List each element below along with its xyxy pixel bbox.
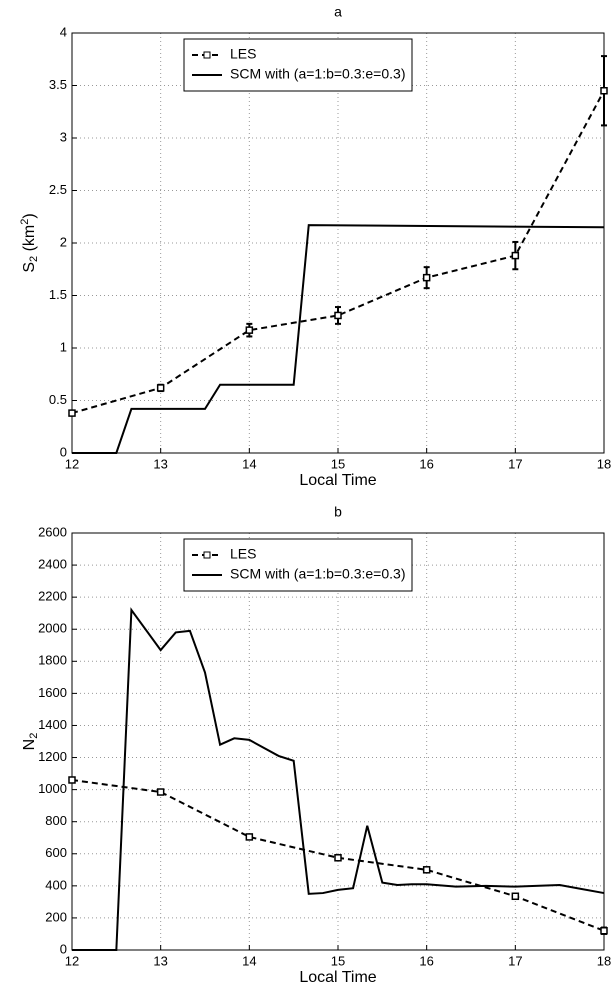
- y-axis-label: N2: [21, 733, 40, 751]
- x-tick-label: 17: [508, 953, 522, 968]
- series-line: [71, 90, 605, 415]
- y-tick-label: 0: [60, 444, 67, 459]
- panel-title: a: [334, 4, 342, 20]
- y-tick-label: 2600: [38, 524, 67, 539]
- legend-label: SCM with (a=1:b=0.3:e=0.3): [230, 566, 406, 582]
- y-tick-label: 200: [45, 909, 67, 924]
- y-tick-label: 800: [45, 813, 67, 828]
- x-tick-label: 12: [65, 456, 79, 471]
- axes-frame: [71, 532, 605, 951]
- y-label-part: 2: [28, 256, 40, 262]
- marker: [245, 326, 254, 334]
- marker: [422, 866, 431, 874]
- marker: [68, 409, 76, 417]
- series-line: [72, 224, 605, 454]
- y-axis-label: S2 (km2): [19, 213, 40, 272]
- x-tick-label: 16: [419, 953, 433, 968]
- x-tick-label: 12: [65, 953, 79, 968]
- y-tick-label: 600: [45, 845, 67, 860]
- marker: [245, 833, 254, 841]
- y-label-part: 2: [28, 733, 40, 739]
- y-tick-label: 1400: [38, 717, 67, 732]
- y-tick-label: 1000: [38, 781, 67, 796]
- legend-label: SCM with (a=1:b=0.3:e=0.3): [230, 66, 406, 82]
- legend-label: LES: [230, 546, 256, 562]
- marker: [68, 776, 76, 784]
- marker: [511, 251, 520, 260]
- y-tick-label: 2400: [38, 557, 67, 572]
- panel-title: b: [334, 504, 342, 520]
- x-tick-label: 15: [331, 953, 345, 968]
- marker: [334, 854, 342, 862]
- marker: [422, 273, 431, 282]
- x-tick-label: 13: [153, 953, 167, 968]
- x-tick-label: 16: [419, 456, 433, 471]
- y-label-part: (km: [21, 225, 38, 256]
- y-label-part: N: [21, 739, 38, 751]
- x-axis-label: Local Time: [299, 969, 376, 986]
- x-tick-label: 14: [242, 953, 256, 968]
- x-tick-label: 17: [508, 456, 522, 471]
- y-tick-label: 400: [45, 877, 67, 892]
- y-label-part: 2: [19, 219, 31, 225]
- marker: [156, 384, 165, 392]
- marker: [156, 788, 165, 796]
- y-tick-label: 2000: [38, 621, 67, 636]
- legend-label: LES: [230, 46, 256, 62]
- y-tick-label: 2200: [38, 589, 67, 604]
- x-tick-label: 15: [331, 456, 345, 471]
- x-tick-label: 14: [242, 456, 256, 471]
- y-tick-label: 1600: [38, 685, 67, 700]
- marker: [600, 927, 608, 935]
- x-tick-label: 18: [597, 953, 611, 968]
- y-tick-label: 3: [60, 129, 67, 144]
- y-tick-label: 1800: [38, 653, 67, 668]
- y-tick-label: 0: [60, 941, 67, 956]
- y-tick-label: 3.5: [49, 77, 67, 92]
- marker: [600, 87, 608, 95]
- legend-box: [183, 538, 413, 592]
- legend-box: [183, 38, 413, 92]
- axes-frame: [71, 32, 605, 454]
- y-tick-label: 1.5: [49, 287, 67, 302]
- legend-marker: [203, 51, 211, 59]
- y-tick-label: 1200: [38, 749, 67, 764]
- y-tick-label: 2: [60, 234, 67, 249]
- x-axis-label: Local Time: [299, 472, 376, 489]
- y-label-part: S: [21, 262, 38, 273]
- y-tick-label: 2.5: [49, 182, 67, 197]
- marker: [511, 892, 520, 901]
- legend-marker: [203, 551, 211, 559]
- y-tick-label: 0.5: [49, 392, 67, 407]
- y-tick-label: 1: [60, 339, 67, 354]
- y-tick-label: 4: [60, 24, 67, 39]
- marker: [334, 311, 342, 320]
- series-line: [72, 607, 605, 951]
- x-tick-label: 13: [153, 456, 167, 471]
- y-label-part: ): [21, 213, 38, 218]
- x-tick-label: 18: [597, 456, 611, 471]
